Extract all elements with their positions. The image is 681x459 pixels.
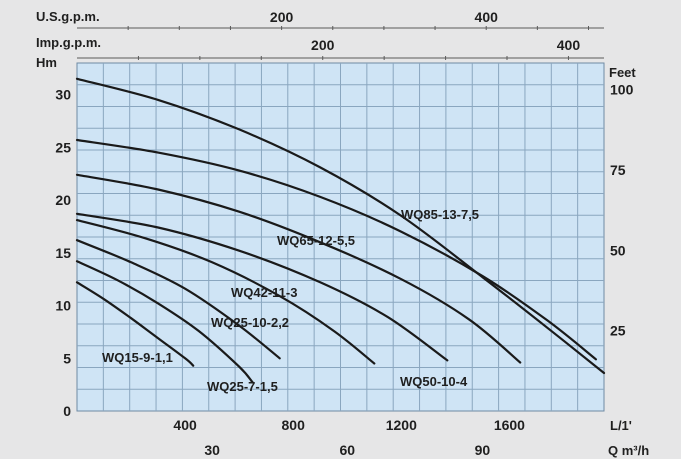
x-primary-axis-title: L/1' xyxy=(610,418,632,433)
curve-wq25-7-1-5 xyxy=(75,260,254,384)
y-left-axis-title: Hm xyxy=(36,55,57,70)
y-right-axis-title: Feet xyxy=(609,65,636,80)
y-left-tick-label: 20 xyxy=(55,192,71,208)
y-left-tick-label: 25 xyxy=(55,139,71,155)
y-left-tick-label: 30 xyxy=(55,87,71,103)
usgpm-axis-title: U.S.g.p.m. xyxy=(36,9,100,24)
x-m3h-tick-label: 60 xyxy=(339,442,355,458)
curve-wq42-11-3 xyxy=(75,219,376,365)
curve-wq15-9-1-1 xyxy=(75,281,195,367)
top-axes xyxy=(77,26,604,60)
performance-curves xyxy=(75,77,606,384)
axis-titles: U.S.g.p.m. Imp.g.p.m. Hm Feet L/1' Q m³/… xyxy=(36,9,649,458)
curve-series-7 xyxy=(75,77,606,375)
y-right-tick-label: 25 xyxy=(610,323,626,339)
impgpm-tick-label: 200 xyxy=(311,37,335,53)
curve-label-wq42-11-3: WQ42-11-3 xyxy=(231,285,297,300)
x-primary-tick-label: 1600 xyxy=(494,417,525,433)
grid xyxy=(77,63,604,411)
y-right-tick-label: 100 xyxy=(610,82,634,98)
curve-labels: WQ15-9-1,1 WQ25-7-1,5 WQ25-10-2,2 WQ42-1… xyxy=(102,207,479,394)
curve-wq25-10-2-2 xyxy=(75,239,281,360)
x-primary-tick-label: 800 xyxy=(282,417,306,433)
x-m3h-axis-title: Q m³/h xyxy=(608,443,649,458)
curve-label-wq25-10-2-2: WQ25-10-2,2 xyxy=(211,315,289,330)
curve-label-wq85-13-7-5: WQ85-13-7,5 xyxy=(401,207,479,222)
curve-label-wq15-9-1-1: WQ15-9-1,1 xyxy=(102,350,173,365)
y-right-tick-label: 75 xyxy=(610,162,626,178)
y-left-tick-label: 10 xyxy=(55,298,71,314)
y-left-tick-label: 5 xyxy=(63,350,71,366)
curve-label-wq50-10-4: WQ50-10-4 xyxy=(400,374,468,389)
curve-wq50-10-4 xyxy=(75,212,449,362)
curve-wq65-12-5-5 xyxy=(75,173,522,364)
tick-labels: 0 5 10 15 20 25 30 25 50 75 100 400 800 1200 1600 30 60 9… xyxy=(55,9,633,458)
y-left-tick-label: 0 xyxy=(63,403,71,419)
curve-label-wq65-12-5-5: WQ65-12-5,5 xyxy=(277,233,355,248)
impgpm-axis-title: Imp.g.p.m. xyxy=(36,35,101,50)
usgpm-tick-label: 400 xyxy=(475,9,499,25)
y-left-tick-label: 15 xyxy=(55,245,71,261)
curve-wq85-13-7-5 xyxy=(75,138,597,361)
curve-label-wq25-7-1-5: WQ25-7-1,5 xyxy=(207,379,278,394)
usgpm-tick-label: 200 xyxy=(270,9,294,25)
x-m3h-tick-label: 90 xyxy=(475,442,491,458)
x-primary-tick-label: 1200 xyxy=(386,417,417,433)
x-m3h-tick-label: 30 xyxy=(204,442,220,458)
y-right-tick-label: 50 xyxy=(610,242,626,258)
x-primary-tick-label: 400 xyxy=(173,417,197,433)
impgpm-tick-label: 400 xyxy=(557,37,581,53)
